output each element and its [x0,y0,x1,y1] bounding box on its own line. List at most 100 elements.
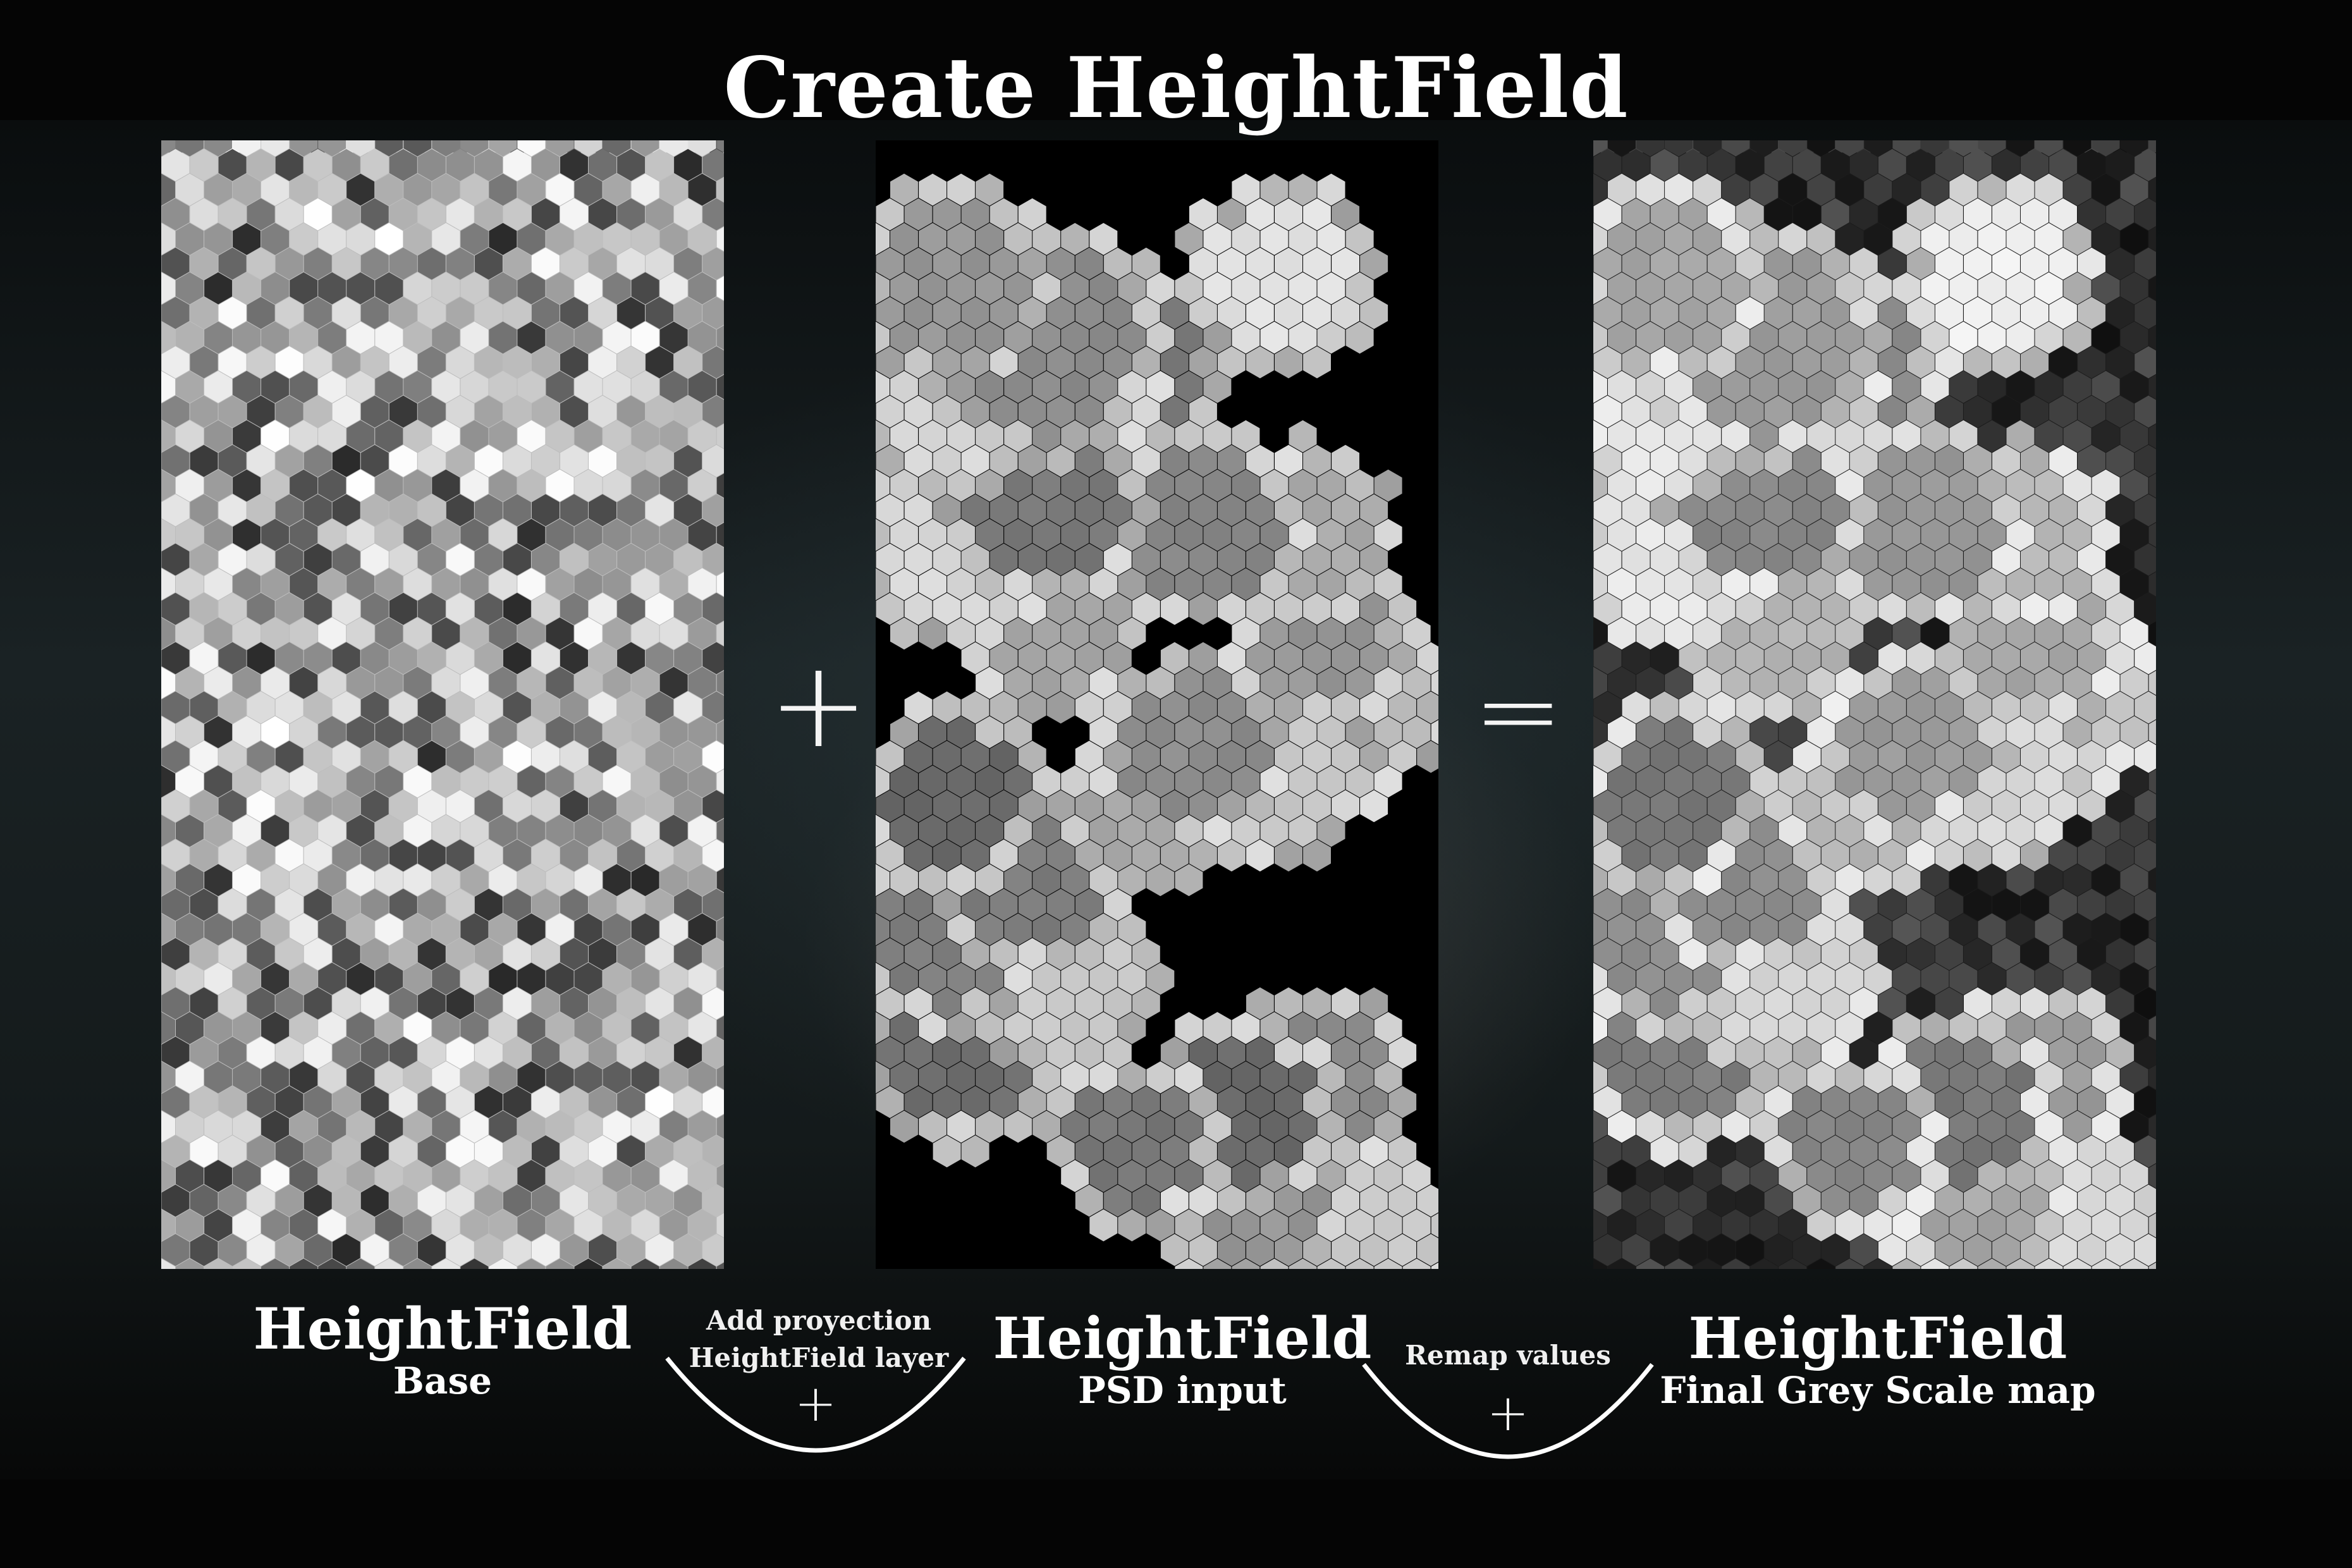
base-hex-cell-698 [574,864,603,897]
final-hex-cell-190 [1964,297,1992,329]
base-hex-cell-140 [360,247,389,280]
base-hex-cell-985 [617,1184,645,1217]
final-hex-cell-943 [2106,1135,2135,1168]
base-hex-cell-247 [261,371,290,403]
final-hex-cell-1020 [1792,1234,1821,1266]
psd-hex-cell-266 [947,568,976,601]
final-hex-cell-274 [1849,395,1878,428]
heightfield-base-image [161,140,724,1269]
base-hex-cell-520 [517,666,546,699]
base-hex-cell-812 [702,987,724,1020]
psd-hex-cell-660 [1203,1160,1232,1192]
final-hex-cell-917 [1978,1110,2006,1143]
base-hex-cell-416 [702,543,724,576]
final-hex-cell-654 [2006,814,2035,847]
base-hex-cell-888 [360,1086,389,1118]
base-hex-cell-714 [417,888,446,921]
base-hex-cell-703 [716,867,724,893]
final-hex-cell-1039 [1693,1258,1722,1269]
final-hex-cell-782 [1892,962,1921,995]
psd-hex-cell-116 [1046,346,1075,379]
psd-hex-cell-572 [1046,1036,1075,1069]
base-hex-cell-489 [275,642,303,675]
psd-hex-cell-182 [1217,444,1246,477]
psd-hex-cell-566 [876,1036,904,1069]
psd-hex-cell-525 [976,962,1004,995]
final-hex-cell-421 [1636,568,1665,601]
final-hex-cell-507 [1593,666,1607,699]
final-hex-cell-601 [1750,765,1779,798]
base-hex-cell-973 [275,1184,303,1217]
psd-hex-cell-620 [1360,1086,1388,1118]
base-hex-cell-444 [247,592,275,625]
psd-hex-cell-288 [1046,592,1075,625]
final-hex-cell-322 [1964,444,1992,477]
final-hex-cell-405 [1821,543,1849,576]
final-hex-cell-888 [1792,1086,1821,1118]
base-hex-cell-60 [589,149,616,181]
base-hex-cell-829 [546,1012,574,1044]
base-hex-cell-252 [403,371,432,403]
base-hex-cell-960 [517,1160,546,1192]
final-hex-cell-862 [1665,1061,1693,1094]
base-hex-cell-280 [589,395,616,428]
base-hex-cell-995 [261,1209,290,1242]
base-hex-cell-733 [318,913,346,946]
base-hex-cell-545 [617,691,645,724]
final-hex-cell-454 [1964,592,1992,625]
psd-hex-cell-252 [1075,543,1103,576]
base-hex-cell-268 [247,395,275,428]
final-hex-cell-555 [1693,716,1722,749]
psd-hex-cell-344 [1289,666,1317,699]
base-hex-cell-168 [517,272,546,305]
base-hex-cell-526 [688,666,716,699]
psd-hex-cell-41 [989,247,1018,280]
final-hex-cell-775 [1693,962,1722,995]
psd-hex-cell-529 [1089,962,1118,995]
final-hex-cell-175 [2148,276,2156,301]
base-hex-cell-226 [303,346,332,379]
base-hex-cell-745 [659,913,688,946]
base-hex-cell-222 [190,346,218,379]
final-hex-cell-441 [1593,592,1622,625]
final-hex-cell-1037 [1636,1258,1665,1269]
psd-hex-cell-87 [1275,297,1302,329]
final-hex-cell-357 [1707,494,1736,527]
base-hex-cell-165 [432,272,460,305]
psd-hex-cell-501 [890,913,918,946]
final-hex-cell-470 [1779,617,1807,650]
psd-hex-cell-558 [1203,1012,1232,1044]
final-hex-cell-231 [1878,346,1906,379]
final-hex-cell-569 [2092,716,2120,749]
psd-hex-cell-609 [1046,1086,1075,1118]
psd-hex-cell-231 [1032,518,1061,551]
base-hex-cell-909 [318,1110,346,1143]
base-hex-cell-999 [375,1209,403,1242]
psd-hex-cell-263 [876,568,890,601]
final-hex-cell-937 [1935,1135,1963,1168]
psd-hex-cell-631 [1146,1110,1175,1143]
final-hex-cell-614 [2120,765,2148,798]
base-hex-cell-491 [332,642,360,675]
psd-hex-cell-603 [876,1086,904,1118]
final-hex-cell-489 [1707,642,1736,675]
plus-operator: + [768,635,869,775]
final-hex-cell-584 [1906,740,1935,773]
final-hex-cell-1002 [1892,1209,1921,1242]
final-hex-cell-663 [1650,839,1679,872]
base-hex-cell-469 [318,617,346,650]
psd-hex-cell-107 [1317,321,1345,354]
base-hex-cell-535 [332,691,360,724]
final-hex-cell-141 [1821,247,1849,280]
base-hex-cell-1023 [446,1234,474,1266]
final-hex-cell-560 [1835,716,1864,749]
final-hex-cell-592 [2135,740,2156,773]
base-hex-cell-288 [176,420,204,453]
psd-hex-cell-313 [1317,617,1345,650]
base-hex-cell-457 [617,592,645,625]
final-hex-cell-737 [1864,913,1892,946]
base-hex-cell-639 [161,814,175,847]
base-hex-cell-1038 [233,1258,261,1269]
final-hex-cell-967 [2148,1163,2156,1189]
base-hex-cell-976 [360,1184,389,1217]
